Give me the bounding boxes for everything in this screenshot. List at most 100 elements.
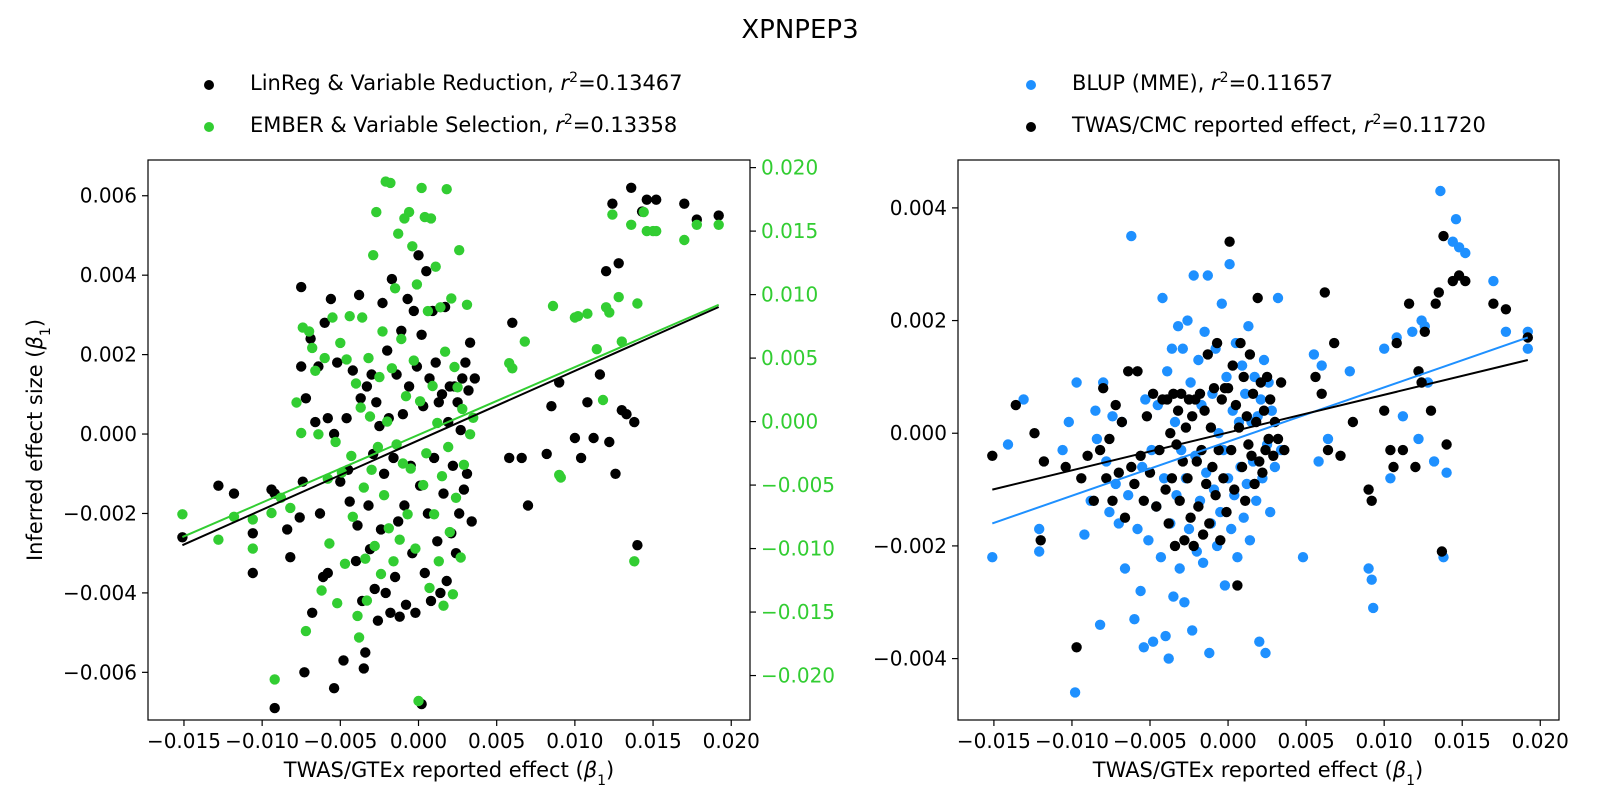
point-blup-mme--7	[1069, 687, 1081, 698]
point-blup-mme--32	[1147, 636, 1159, 647]
point-blup-mme--88	[1238, 512, 1249, 523]
point-blup-mme--47	[1174, 563, 1185, 574]
point-twas-cmc-reported-effect-114	[1385, 444, 1396, 456]
point-twas-cmc-reported-effect-63	[1210, 490, 1221, 501]
point-twas-cmc-reported-effect-131	[1460, 275, 1471, 287]
x-tick-label: 0.005	[468, 729, 525, 753]
point-ember-variable-selection-95	[450, 492, 462, 503]
point-twas-cmc-reported-effect-98	[1265, 394, 1276, 405]
point-linreg-variable-reduction-139	[713, 210, 724, 221]
point-linreg-variable-reduction-20	[314, 508, 326, 519]
point-blup-mme--89	[1240, 388, 1251, 399]
point-blup-mme--80	[1226, 523, 1237, 535]
point-ember-variable-selection-18	[319, 352, 330, 364]
point-linreg-variable-reduction-127	[610, 468, 621, 479]
point-blup-mme--79	[1224, 259, 1235, 270]
y2-tick-label: 0.020	[761, 156, 818, 180]
fit-line-twas-cmc-reported-effect	[992, 359, 1529, 491]
point-blup-mme--123	[1407, 326, 1418, 337]
point-twas-cmc-reported-effect-52	[1193, 501, 1204, 512]
point-linreg-variable-reduction-103	[455, 424, 466, 436]
point-twas-cmc-reported-effect-132	[1488, 298, 1499, 309]
point-ember-variable-selection-81	[428, 509, 440, 520]
point-ember-variable-selection-91	[444, 526, 455, 538]
point-ember-variable-selection-73	[416, 182, 427, 194]
point-twas-cmc-reported-effect-81	[1238, 371, 1249, 383]
point-linreg-variable-reduction-38	[355, 393, 366, 404]
point-twas-cmc-reported-effect-85	[1244, 349, 1256, 360]
point-linreg-variable-reduction-89	[433, 397, 444, 408]
point-twas-cmc-reported-effect-60	[1205, 422, 1217, 433]
point-blup-mme--55	[1187, 625, 1198, 636]
point-linreg-variable-reduction-65	[397, 409, 409, 420]
legend-marker-linreg	[204, 80, 214, 90]
point-linreg-variable-reduction-124	[600, 266, 612, 277]
left-points-layer	[177, 176, 724, 714]
point-blup-mme--128	[1428, 456, 1440, 467]
point-ember-variable-selection-43	[369, 540, 380, 552]
point-blup-mme--42	[1166, 343, 1178, 354]
point-twas-cmc-reported-effect-27	[1147, 388, 1159, 399]
point-linreg-variable-reduction-108	[463, 385, 474, 396]
point-ember-variable-selection-107	[547, 300, 559, 312]
point-ember-variable-selection-93	[447, 589, 459, 600]
point-twas-cmc-reported-effect-128	[1441, 439, 1452, 450]
point-twas-cmc-reported-effect-43	[1179, 535, 1190, 546]
point-ember-variable-selection-121	[629, 556, 640, 567]
point-twas-cmc-reported-effect-119	[1410, 461, 1421, 473]
point-ember-variable-selection-10	[296, 427, 307, 439]
point-linreg-variable-reduction-75	[413, 250, 424, 261]
left-panel: −0.015 −0.010 −0.005 0.000 0.005 0.010 0.015 0.…	[23, 156, 835, 789]
point-linreg-variable-reduction-0	[177, 532, 188, 543]
point-blup-mme--35	[1155, 552, 1167, 563]
point-ember-variable-selection-14	[307, 342, 318, 354]
point-twas-cmc-reported-effect-96	[1261, 371, 1273, 383]
point-linreg-variable-reduction-24	[322, 567, 333, 579]
point-twas-cmc-reported-effect-31	[1160, 484, 1171, 495]
point-twas-cmc-reported-effect-73	[1226, 444, 1237, 456]
point-ember-variable-selection-116	[604, 307, 615, 318]
y2-tick-label: −0.020	[761, 664, 835, 688]
right-plot-frame	[957, 159, 1560, 721]
point-twas-cmc-reported-effect-61	[1207, 461, 1218, 473]
point-twas-cmc-reported-effect-17	[1116, 416, 1128, 428]
x-tick-label: −0.005	[1113, 729, 1187, 753]
point-linreg-variable-reduction-12	[296, 361, 307, 372]
left-x-axis-label: TWAS/GTEx reported effect (β1)	[283, 758, 615, 789]
point-twas-cmc-reported-effect-55	[1197, 529, 1209, 540]
point-twas-cmc-reported-effect-1	[1010, 399, 1021, 411]
point-twas-cmc-reported-effect-67	[1216, 394, 1228, 405]
point-blup-mme--62	[1197, 557, 1209, 568]
left-plot-frame	[147, 159, 751, 721]
point-twas-cmc-reported-effect-115	[1388, 461, 1399, 473]
point-linreg-variable-reduction-104	[457, 373, 468, 384]
x-tick-label: −0.010	[1035, 729, 1109, 753]
point-ember-variable-selection-127	[679, 234, 690, 246]
point-linreg-variable-reduction-26	[328, 428, 340, 440]
y-tick-label: 0.006	[80, 184, 137, 208]
point-twas-cmc-reported-effect-57	[1201, 478, 1212, 490]
point-linreg-variable-reduction-59	[388, 452, 399, 464]
y-tick-label: 0.004	[80, 263, 137, 287]
point-twas-cmc-reported-effect-71	[1222, 383, 1234, 394]
point-twas-cmc-reported-effect-39	[1172, 405, 1184, 416]
y2-tick-label: 0.005	[761, 346, 818, 370]
point-linreg-variable-reduction-137	[679, 198, 690, 209]
point-linreg-variable-reduction-105	[458, 484, 470, 495]
point-linreg-variable-reduction-64	[396, 325, 407, 336]
legend-marker-ember	[204, 122, 214, 132]
point-linreg-variable-reduction-60	[389, 571, 401, 583]
left-fit-lines	[181, 303, 720, 547]
point-linreg-variable-reduction-28	[332, 357, 343, 368]
point-twas-cmc-reported-effect-14	[1107, 495, 1118, 506]
y-tick-label: −0.004	[63, 581, 137, 605]
point-ember-variable-selection-40	[364, 411, 376, 422]
right-y-ticks: −0.004 −0.002 0.000 0.002 0.004	[873, 196, 958, 671]
point-ember-variable-selection-48	[377, 326, 388, 337]
point-linreg-variable-reduction-91	[436, 389, 448, 400]
point-twas-cmc-reported-effect-24	[1138, 495, 1150, 506]
point-ember-variable-selection-92	[446, 293, 457, 304]
point-ember-variable-selection-128	[691, 219, 702, 230]
point-ember-variable-selection-67	[407, 241, 418, 252]
point-twas-cmc-reported-effect-49	[1188, 540, 1199, 552]
